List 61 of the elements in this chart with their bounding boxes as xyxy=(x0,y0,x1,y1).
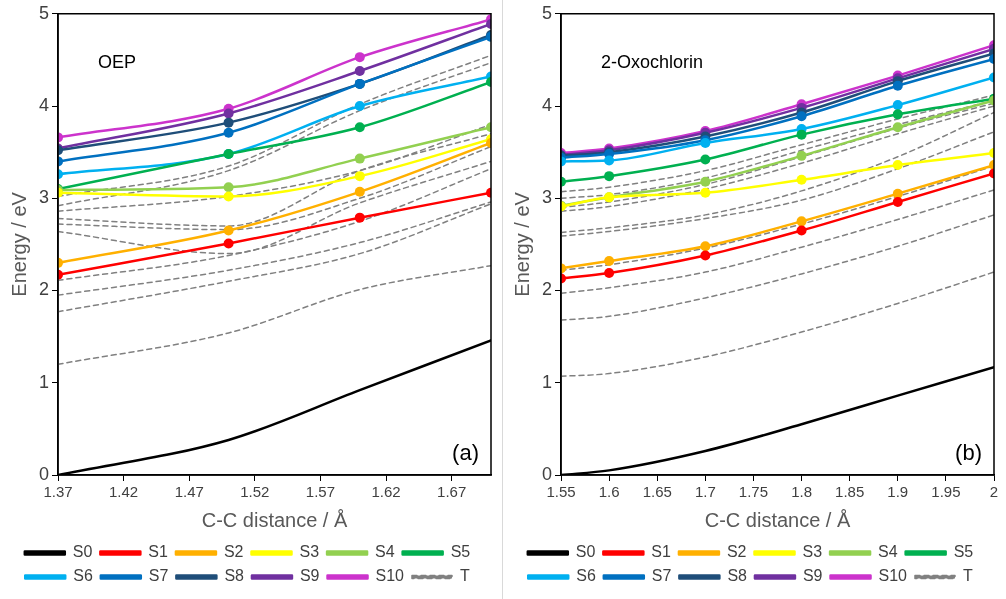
x-tick-label: 1.95 xyxy=(931,483,961,501)
x-axis-title: C-C distance / Å xyxy=(704,508,851,531)
y-axis-title: Energy / eV xyxy=(510,191,533,297)
legend-label: S0 xyxy=(575,543,596,561)
legend-label: S9 xyxy=(802,567,823,585)
x-tick-label: 1.9 xyxy=(887,483,909,501)
annotation: (a) xyxy=(452,440,479,466)
x-tick-label: 1.57 xyxy=(305,483,336,501)
legend-label: S4 xyxy=(375,543,395,561)
legend-label: S5 xyxy=(450,543,471,561)
legend-label: S9 xyxy=(299,567,320,585)
x-tick-label: 1.65 xyxy=(642,483,672,501)
x-tick-label: 1.6 xyxy=(598,483,620,501)
x-tick-label: 1.75 xyxy=(738,483,769,501)
y-tick-label: 2 xyxy=(542,279,553,300)
y-tick-label: 0 xyxy=(542,463,553,484)
legend-label: S10 xyxy=(375,567,405,585)
legend-label: S6 xyxy=(576,567,596,585)
annotation: OEP xyxy=(98,51,137,72)
y-tick-label: 0 xyxy=(39,463,50,484)
legend-label: S8 xyxy=(727,567,748,585)
legend-label: S10 xyxy=(878,567,908,585)
x-tick-label: 1.67 xyxy=(437,483,467,501)
legend-label: S8 xyxy=(224,567,245,585)
y-tick-label: 4 xyxy=(542,95,553,116)
y-axis-title: Energy / eV xyxy=(7,191,30,297)
annotation: 2-Oxochlorin xyxy=(601,51,704,72)
y-tick-label: 2 xyxy=(39,279,50,300)
y-tick-label: 1 xyxy=(39,371,50,392)
legend-label: S4 xyxy=(878,543,898,561)
y-tick-label: 5 xyxy=(39,2,50,23)
legend-label: S6 xyxy=(73,567,93,585)
legend-label: S3 xyxy=(802,543,823,561)
x-tick-label: 1.55 xyxy=(546,483,576,501)
x-tick-label: 1.62 xyxy=(371,483,401,501)
x-tick-label: 1.7 xyxy=(694,483,716,501)
legend-label: S7 xyxy=(148,567,169,585)
legend-label: S2 xyxy=(223,543,244,561)
x-tick-label: 1.47 xyxy=(174,483,204,501)
legend-label: S7 xyxy=(651,567,672,585)
annotation: (b) xyxy=(955,440,982,466)
legend-label: S3 xyxy=(299,543,320,561)
y-tick-label: 3 xyxy=(542,187,553,208)
legend-label: S0 xyxy=(72,543,93,561)
x-tick-label: 1.85 xyxy=(835,483,865,501)
legend-label: T xyxy=(962,567,973,585)
y-tick-label: 5 xyxy=(542,2,553,23)
x-tick-label: 2 xyxy=(989,483,999,501)
x-tick-label: 1.52 xyxy=(240,483,270,501)
y-tick-label: 1 xyxy=(542,371,553,392)
x-tick-label: 1.37 xyxy=(43,483,73,501)
legend-label: S1 xyxy=(148,543,169,561)
legend-label: S5 xyxy=(953,543,974,561)
y-tick-label: 4 xyxy=(39,95,50,116)
x-tick-label: 1.8 xyxy=(791,483,812,501)
x-tick-label: 1.42 xyxy=(109,483,139,501)
legend-label: T xyxy=(459,567,470,585)
legend-label: S1 xyxy=(651,543,672,561)
x-axis-title: C-C distance / Å xyxy=(201,508,348,531)
y-tick-label: 3 xyxy=(39,187,50,208)
legend-label: S2 xyxy=(726,543,747,561)
